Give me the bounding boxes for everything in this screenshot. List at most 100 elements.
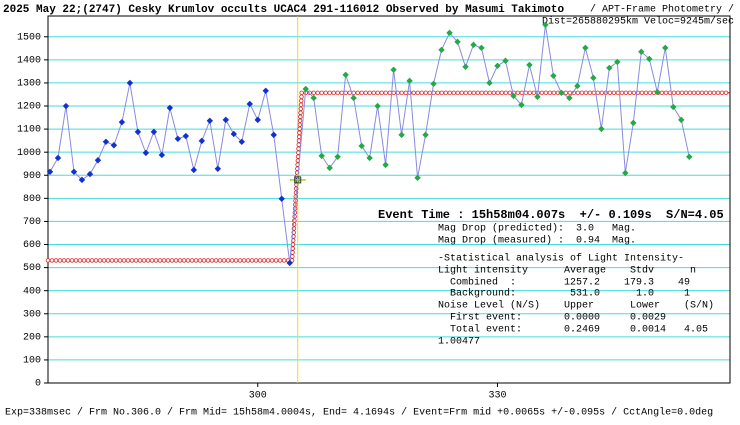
plot-border xyxy=(47,15,731,384)
y-tick-label: 700 xyxy=(23,217,41,228)
data-point xyxy=(422,131,429,139)
model-dot xyxy=(141,258,147,263)
model-dot xyxy=(595,90,601,96)
data-point xyxy=(262,87,269,94)
event-cross xyxy=(294,176,302,184)
model-dot xyxy=(647,90,653,96)
data-point xyxy=(246,100,253,108)
model-dot xyxy=(679,90,685,96)
model-dot xyxy=(607,90,613,96)
y-tick-label: 1200 xyxy=(17,102,41,113)
model-dot xyxy=(455,90,461,96)
data-point xyxy=(46,168,54,176)
data-point xyxy=(518,101,525,109)
model-dot xyxy=(257,258,263,263)
data-point xyxy=(662,44,669,52)
model-dot xyxy=(459,90,465,96)
data-point xyxy=(478,44,485,52)
model-dot xyxy=(273,258,279,263)
y-tick-label: 1300 xyxy=(17,79,41,90)
model-dot xyxy=(683,90,689,96)
data-point xyxy=(286,259,293,267)
model-dot xyxy=(447,90,453,96)
data-point xyxy=(670,103,677,111)
annotation: Noise Level (N/S) Upper Lower (S/N) xyxy=(438,300,714,312)
model-dot xyxy=(443,90,449,96)
model-dot xyxy=(587,90,593,96)
model-dot xyxy=(467,90,473,96)
data-point xyxy=(486,79,493,87)
model-dot xyxy=(73,258,79,263)
model-dot xyxy=(719,90,725,96)
model-dot xyxy=(299,94,304,100)
model-dot xyxy=(297,122,303,127)
model-dot xyxy=(359,90,364,96)
model-dot xyxy=(89,258,95,263)
data-point xyxy=(358,142,365,150)
data-point xyxy=(342,71,349,79)
x-tick-label: 330 xyxy=(488,391,506,402)
data-point xyxy=(310,94,317,102)
model-dot xyxy=(495,90,501,96)
model-dot xyxy=(245,258,251,263)
data-point xyxy=(606,64,613,72)
data-point xyxy=(318,152,325,160)
annotation: Mag Drop (predicted): 3.0 Mag. xyxy=(438,223,636,235)
model-dot xyxy=(269,258,275,263)
model-dot xyxy=(113,258,119,263)
y-tick-label: 100 xyxy=(23,356,41,367)
model-dot xyxy=(205,258,211,263)
model-dot xyxy=(499,90,505,96)
model-dot xyxy=(296,146,301,151)
model-dot xyxy=(173,258,179,263)
model-dot xyxy=(125,258,131,263)
y-tick-label: 900 xyxy=(23,171,41,182)
data-point xyxy=(118,118,126,126)
annotation: 1.00477 xyxy=(438,337,480,348)
model-dot xyxy=(391,90,396,96)
data-point xyxy=(94,157,102,164)
data-point xyxy=(630,119,637,127)
data-point xyxy=(622,169,629,177)
x-tick-label: 300 xyxy=(249,391,267,402)
model-dot xyxy=(703,90,709,96)
model-dot xyxy=(153,258,159,263)
model-dot xyxy=(299,98,304,103)
data-point xyxy=(54,154,62,162)
model-dot xyxy=(335,90,340,96)
data-point xyxy=(174,135,182,142)
footer: Exp=338msec / Frm No.306.0 / Frm Mid= 15… xyxy=(5,407,713,419)
model-dot xyxy=(165,258,171,263)
data-point xyxy=(254,116,261,124)
data-point xyxy=(430,80,437,88)
data-point xyxy=(222,116,229,124)
model-dot xyxy=(611,90,617,96)
model-dot xyxy=(547,90,553,96)
data-point xyxy=(582,44,589,52)
model-dot xyxy=(241,258,247,263)
data-point xyxy=(190,166,198,174)
model-dot xyxy=(233,258,239,263)
model-dot xyxy=(399,90,404,96)
data-point xyxy=(334,153,341,160)
model-dot xyxy=(53,258,59,263)
data-point xyxy=(230,130,237,138)
model-dot xyxy=(695,90,701,96)
model-dot xyxy=(298,110,303,115)
data-point xyxy=(398,131,405,139)
model-dot xyxy=(281,258,287,263)
model-dot xyxy=(249,258,255,263)
y-tick-label: 1000 xyxy=(17,148,41,159)
model-dot xyxy=(507,90,513,96)
model-dot xyxy=(619,90,625,96)
model-dot xyxy=(296,138,302,143)
model-dot xyxy=(69,258,75,263)
model-dot xyxy=(193,258,199,263)
model-dot xyxy=(691,90,697,96)
model-dot xyxy=(129,258,135,263)
model-dot xyxy=(217,258,223,263)
model-dot xyxy=(85,258,91,263)
model-dot xyxy=(363,90,368,96)
data-point xyxy=(462,63,469,70)
model-dot xyxy=(49,258,55,263)
